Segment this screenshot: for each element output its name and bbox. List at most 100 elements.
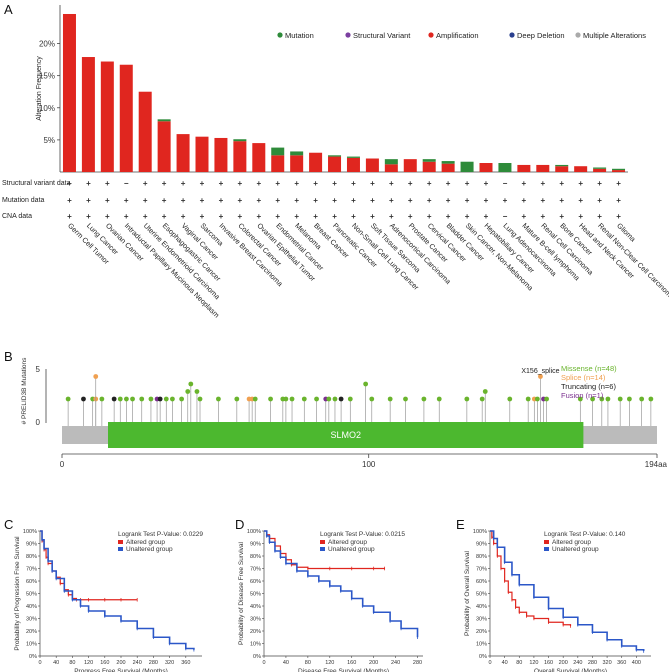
row-symbol: + <box>370 179 375 188</box>
legend-label: Multiple Alterations <box>583 31 646 40</box>
row-symbol: + <box>484 179 489 188</box>
row-symbol: + <box>181 196 186 205</box>
panel-b-lollipop-plot: B 0 5 # PRELID3B Mutations SLMO2 0 100 194aa X15… <box>4 349 668 469</box>
protein-domain <box>108 422 584 448</box>
row-symbol: + <box>389 196 394 205</box>
row-symbol: + <box>446 179 451 188</box>
lollipop-head <box>179 396 185 402</box>
legend-label: Unaltered group <box>328 546 375 553</box>
legend-label: Unaltered group <box>552 546 599 553</box>
bar-amplification <box>555 166 569 172</box>
lollipop-head <box>268 396 273 402</box>
y-tick-label: 50% <box>250 592 261 598</box>
row-symbol: + <box>86 196 91 205</box>
row-symbol: − <box>124 179 129 188</box>
row-label: CNA data <box>2 213 32 220</box>
x-tick-label: 280 <box>413 660 422 666</box>
legend-label: Structural Variant <box>353 31 411 40</box>
lollipop-head <box>289 396 295 402</box>
bar-mutation <box>498 163 512 172</box>
row-symbol: + <box>313 196 318 205</box>
logrank-annotation: Logrank Test P-Value: 0.0215 <box>320 531 405 538</box>
row-symbol: + <box>313 212 318 221</box>
y-tick-label: 15% <box>39 72 55 81</box>
bar-mutation <box>346 156 360 158</box>
x-axis-label: Disease Free Survival (Months) <box>298 668 389 672</box>
lollipop-head <box>81 396 86 402</box>
row-symbol: + <box>256 212 261 221</box>
panel-letter-e: E <box>456 517 465 532</box>
lollipop-head <box>544 396 549 402</box>
x-tick-label: 360 <box>617 660 626 666</box>
row-symbol: + <box>559 196 564 205</box>
y-tick-label: 40% <box>250 604 261 610</box>
lollipop-head <box>234 396 240 402</box>
logrank-annotation: Logrank Test P-Value: 0.0229 <box>118 531 203 538</box>
x-tick-label: 80 <box>516 660 522 666</box>
bar-mutation <box>555 164 569 167</box>
y-tick-label: 50% <box>26 592 37 598</box>
y-tick-label: 80% <box>250 554 261 560</box>
bar-amplification <box>252 143 266 172</box>
lollipop-head <box>507 396 513 402</box>
row-symbol: + <box>559 179 564 188</box>
row-symbol: + <box>540 196 545 205</box>
row-symbol: + <box>616 212 621 221</box>
row-symbol: + <box>427 179 432 188</box>
legend-marker <box>575 32 581 38</box>
row-symbol: + <box>294 179 299 188</box>
x-tick-label: 200 <box>559 660 568 666</box>
x-tick-label: 160 <box>544 660 553 666</box>
row-symbol: + <box>522 196 527 205</box>
y-tick-label: 90% <box>26 542 37 548</box>
y-tick-label: 30% <box>26 617 37 623</box>
row-symbol: + <box>332 179 337 188</box>
lollipop-head <box>363 381 369 387</box>
bar-amplification <box>422 161 436 172</box>
row-symbol: + <box>219 196 224 205</box>
y-axis-label: Probability of Overall Survival <box>464 551 471 636</box>
y-tick-label: 70% <box>26 567 37 573</box>
row-symbol: + <box>275 196 280 205</box>
bar-amplification <box>214 137 228 172</box>
lollipop-head <box>170 396 175 402</box>
legend-label: Unaltered group <box>126 546 173 553</box>
lollipop-head <box>163 396 169 402</box>
row-symbol: + <box>408 179 413 188</box>
bar-amplification <box>574 166 588 172</box>
lollipop-head <box>157 396 163 402</box>
row-symbol: + <box>559 212 564 221</box>
row-symbol: + <box>162 196 167 205</box>
row-symbol: + <box>219 179 224 188</box>
row-symbol: + <box>540 212 545 221</box>
x-tick-label: 320 <box>165 660 174 666</box>
lollipop-head <box>332 396 338 402</box>
bar-mutation <box>422 159 436 162</box>
lollipop-head <box>314 396 319 402</box>
row-symbol: + <box>597 179 602 188</box>
y-tick-label: 90% <box>250 542 261 548</box>
row-symbol: + <box>238 196 243 205</box>
bar-amplification <box>195 136 209 172</box>
lollipop-head <box>577 396 583 402</box>
mutation-annotation: X156_splice <box>521 368 559 375</box>
x-tick-label: 80 <box>305 660 311 666</box>
bar-amplification <box>290 155 304 172</box>
row-symbol: + <box>465 179 470 188</box>
bar-amplification <box>365 158 379 172</box>
lollipop-head <box>590 396 595 402</box>
lollipop-head <box>525 396 531 402</box>
bar-amplification <box>271 155 285 172</box>
row-symbol: + <box>408 212 413 221</box>
y-tick-label: 0 <box>36 418 41 427</box>
x-tick-label: 0 <box>60 460 65 469</box>
row-symbol: + <box>181 179 186 188</box>
row-symbol: + <box>465 196 470 205</box>
lollipop-head <box>479 396 485 402</box>
legend-label: Mutation <box>285 31 314 40</box>
bar-amplification <box>309 152 323 172</box>
row-symbol: + <box>484 196 489 205</box>
lollipop-head <box>538 374 543 379</box>
row-symbol: + <box>578 212 583 221</box>
panel-letter-a: A <box>4 2 13 17</box>
